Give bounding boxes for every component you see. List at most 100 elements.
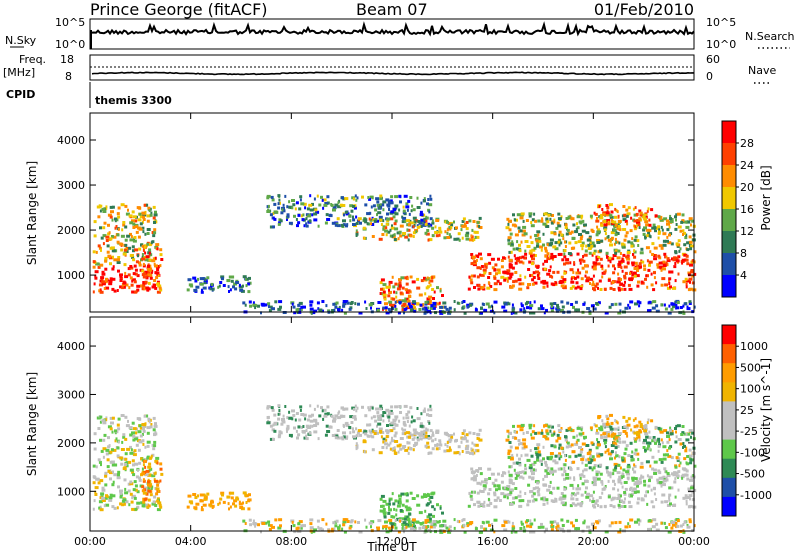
power-cell (485, 265, 488, 269)
power-cell (92, 260, 96, 264)
velocity-cell (141, 423, 146, 426)
velocity-cell (408, 424, 411, 428)
power-cell (483, 308, 486, 312)
power-cell (269, 213, 273, 217)
velocity-cell (677, 452, 681, 456)
power-cell (689, 247, 693, 251)
velocity-cell (684, 494, 688, 498)
velocity-cell (385, 446, 388, 450)
power-cell (535, 239, 539, 243)
velocity-cell (661, 493, 666, 497)
power-cell (288, 205, 293, 209)
power-cell (461, 220, 465, 223)
power-cell (105, 235, 110, 239)
power-cell (610, 218, 613, 222)
power-cell (586, 276, 590, 280)
power-cell (405, 202, 409, 206)
power-cell (249, 304, 253, 308)
velocity-cell (622, 500, 626, 504)
velocity-cell (576, 527, 580, 531)
power-cell (625, 231, 629, 235)
power-cell (664, 283, 669, 287)
velocity-cell (472, 478, 477, 482)
velocity-cell (665, 476, 668, 480)
power-cell (542, 262, 545, 266)
velocity-cell (619, 494, 622, 498)
velocity-cell (385, 435, 389, 439)
velocity-cell (99, 505, 102, 509)
velocity-cell (479, 489, 482, 493)
power-cell (506, 271, 510, 275)
velocity-cell (147, 489, 152, 493)
power-cell (409, 308, 414, 312)
power-cell (570, 277, 573, 281)
power-cell (528, 214, 532, 218)
velocity-cell (380, 504, 383, 508)
velocity-cell (502, 471, 505, 475)
velocity-cell (145, 492, 149, 496)
velocity-cell (657, 426, 661, 430)
velocity-cell (613, 456, 616, 460)
velocity-cell (355, 409, 358, 413)
velocity-cell (559, 467, 563, 471)
velocity-cell (431, 439, 435, 443)
power-cell (661, 228, 664, 232)
velocity-cell (653, 438, 657, 442)
power-cell (323, 203, 328, 207)
power-cell (97, 265, 101, 269)
power-cell (403, 194, 408, 198)
power-cell (667, 311, 672, 315)
velocity-cell (291, 417, 294, 421)
power-cell (612, 220, 617, 224)
velocity-cell (271, 525, 275, 529)
velocity-cell (658, 476, 663, 480)
velocity-cell (403, 517, 408, 521)
velocity-cell (582, 521, 586, 525)
power-cell (533, 246, 537, 250)
velocity-cell (584, 463, 588, 467)
velocity-cell (424, 509, 427, 513)
power-cell (507, 238, 511, 242)
power-cell (546, 284, 549, 288)
power-cell (425, 286, 429, 290)
power-cell (652, 288, 656, 292)
power-cell (478, 216, 482, 220)
velocity-cell (691, 431, 695, 435)
power-cell (623, 213, 627, 217)
power-cell (132, 249, 135, 253)
power-cell (367, 196, 370, 199)
power-cell (110, 210, 114, 214)
velocity-cell (99, 508, 104, 512)
velocity-cell (123, 502, 126, 506)
velocity-cell (427, 435, 430, 438)
velocity-cell (112, 494, 116, 498)
power-cell (550, 221, 554, 225)
power-cell (390, 226, 395, 230)
power-cell (186, 288, 190, 292)
power-cell (334, 305, 338, 309)
power-cell (279, 219, 283, 223)
power-cell (618, 288, 621, 292)
power-cell (598, 204, 601, 208)
velocity-cell (627, 500, 631, 504)
velocity-cell (624, 487, 628, 491)
velocity-cell (660, 438, 663, 442)
velocity-cell (446, 433, 449, 437)
power-cell (693, 272, 697, 276)
velocity-cell (141, 472, 146, 476)
velocity-cell (124, 452, 128, 456)
velocity-cell (631, 489, 635, 493)
velocity-cell (573, 493, 577, 497)
power-cell (124, 275, 129, 279)
velocity-cell (475, 449, 480, 453)
power-cell (446, 236, 451, 239)
power-cell (245, 277, 249, 281)
power-cell (151, 285, 156, 289)
velocity-cell (672, 473, 677, 477)
power-cell (684, 277, 688, 281)
velocity-cell (425, 525, 428, 529)
velocity-cell (592, 458, 596, 462)
power-cell (141, 220, 144, 224)
power-cell (483, 271, 487, 275)
nsky-right-tick-bottom: 10^0 (706, 38, 736, 51)
